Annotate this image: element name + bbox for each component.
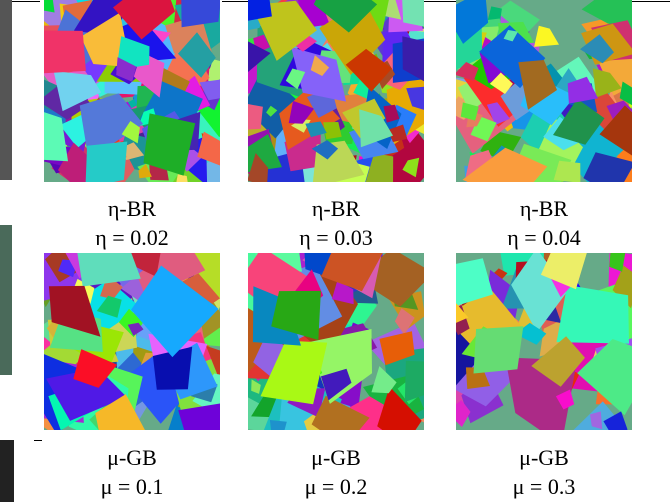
page: {"panels": [ {"method": "η-BR", "param":… [0,0,670,502]
parameter-label: η = 0.02 [42,223,222,252]
method-label: μ-GB [246,443,426,472]
parameter-label: η = 0.04 [454,223,634,252]
segment [474,326,524,373]
segmentation-image [44,0,220,182]
segmentation-image [248,253,424,430]
rule [34,440,42,441]
segment [44,0,55,12]
segment [248,102,263,130]
cropped-image [0,225,12,375]
method-label: η-BR [42,194,222,223]
parameter-label: η = 0.03 [246,223,426,252]
cropped-image [0,0,12,180]
method-label: η-BR [246,194,426,223]
method-label: μ-GB [42,443,222,472]
segment [44,30,86,73]
cropped-image [0,440,14,502]
parameter-label: μ = 0.1 [42,472,222,501]
method-label: η-BR [454,194,634,223]
segmentation-image [456,0,632,182]
segment [557,285,630,344]
segment [405,361,424,402]
segment [85,142,127,183]
method-label: μ-GB [454,443,634,472]
segmentation-image [248,0,424,182]
parameter-label: μ = 0.2 [246,472,426,501]
parameter-label: μ = 0.3 [454,472,634,501]
segmentation-image [456,253,632,430]
segmentation-image [44,253,220,430]
